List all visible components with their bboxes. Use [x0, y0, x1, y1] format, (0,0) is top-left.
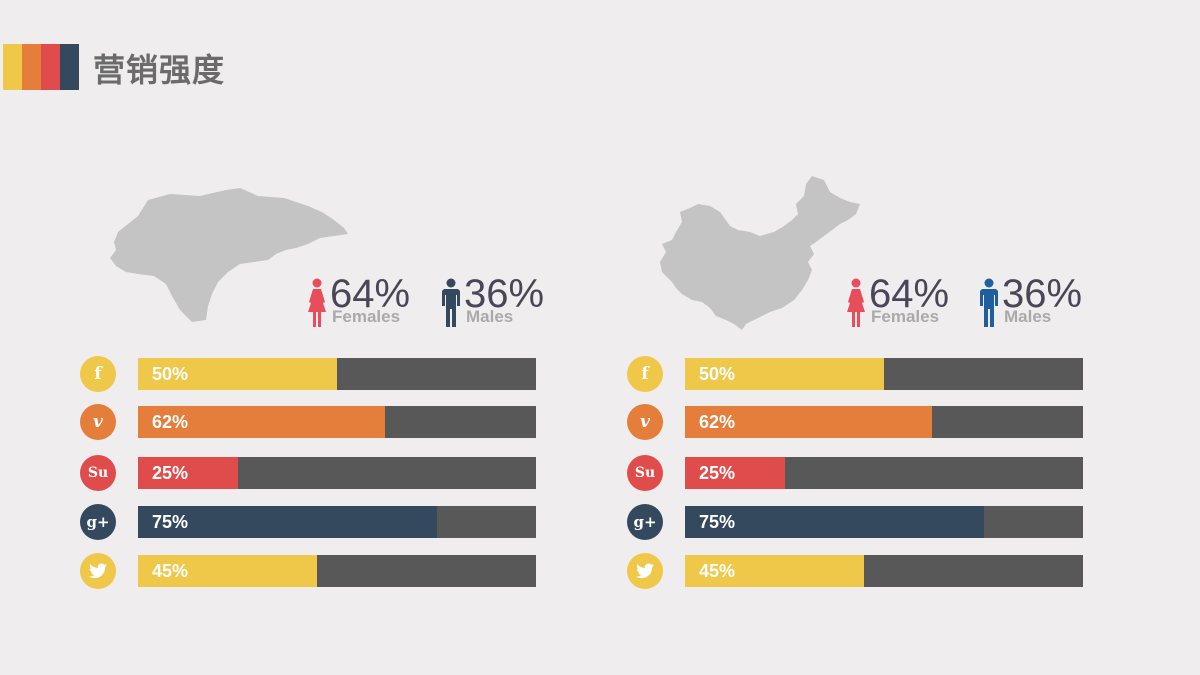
bar-track: 62% — [685, 406, 1083, 438]
females-label: Females — [871, 307, 940, 326]
bar-fill — [685, 358, 884, 390]
google-plus-icon[interactable]: g+ — [627, 504, 663, 540]
bar-track: 25% — [685, 457, 1083, 489]
strip-yellow — [3, 44, 22, 90]
china-map — [660, 176, 860, 330]
bar-row: 45% — [80, 553, 580, 589]
bar-value-label: 50% — [699, 364, 736, 384]
bar-row: g+ 75% — [627, 504, 1127, 540]
honduras-map — [110, 188, 348, 322]
bar-value-label: 62% — [152, 412, 189, 432]
panel-right: 64% Females 36% Males f 50% v 62% — [627, 176, 1083, 589]
panel-left: 64% Females 36% Males f 50% v 62% — [80, 188, 580, 589]
females-label: Females — [332, 307, 401, 326]
males-stat-left: 36% Males — [440, 274, 544, 328]
page-title: 营销强度 — [93, 51, 226, 89]
bar-fill — [138, 506, 437, 538]
bar-fill — [685, 406, 932, 438]
bar-row: v 62% — [80, 404, 580, 440]
bar-track: 45% — [685, 555, 1083, 587]
bar-track: 62% — [138, 406, 536, 438]
bar-value-label: 25% — [152, 463, 189, 483]
bar-track: 45% — [138, 555, 536, 587]
bar-value-label: 75% — [152, 512, 189, 532]
bar-fill — [685, 555, 865, 587]
bar-value-label: 25% — [699, 463, 736, 483]
bar-track: 25% — [138, 457, 536, 489]
bar-value-label: 50% — [152, 364, 189, 384]
bar-track: 75% — [685, 506, 1083, 538]
bar-row: f 50% — [80, 356, 580, 392]
bar-track: 50% — [685, 358, 1083, 390]
males-label: Males — [466, 307, 514, 326]
bar-row: Su 25% — [80, 455, 580, 491]
bar-track: 50% — [138, 358, 536, 390]
female-icon — [308, 278, 326, 327]
males-percent: 36% — [1002, 272, 1083, 316]
title-color-strip — [3, 44, 79, 90]
bar-fill — [138, 358, 337, 390]
bar-value-label: 45% — [152, 561, 189, 581]
facebook-icon[interactable]: f — [80, 356, 116, 392]
females-stat-left: 64% Females — [306, 274, 410, 328]
facebook-icon[interactable]: f — [627, 356, 663, 392]
bar-track: 75% — [138, 506, 536, 538]
strip-navy — [60, 44, 79, 90]
bar-fill — [138, 555, 318, 587]
bar-row: v 62% — [627, 404, 1127, 440]
twitter-icon[interactable] — [80, 553, 116, 589]
males-label: Males — [1004, 307, 1052, 326]
google-plus-icon[interactable]: g+ — [80, 504, 116, 540]
bar-value-label: 45% — [699, 561, 736, 581]
vimeo-icon[interactable]: v — [627, 404, 663, 440]
bar-row: f 50% — [627, 356, 1127, 392]
bar-fill — [685, 506, 984, 538]
strip-orange — [22, 44, 41, 90]
bar-fill — [685, 457, 785, 489]
female-icon — [847, 278, 865, 327]
bar-value-label: 62% — [699, 412, 736, 432]
male-icon — [980, 278, 998, 327]
stumbleupon-icon[interactable]: Su — [80, 455, 116, 491]
male-icon — [442, 278, 460, 327]
males-stat-right: 36% Males — [978, 274, 1082, 328]
females-percent: 64% — [869, 272, 950, 316]
bar-row: 45% — [627, 553, 1127, 589]
bar-row: g+ 75% — [80, 504, 580, 540]
males-percent: 36% — [464, 272, 545, 316]
vimeo-icon[interactable]: v — [80, 404, 116, 440]
bar-fill — [138, 406, 385, 438]
stumbleupon-icon[interactable]: Su — [627, 455, 663, 491]
bar-fill — [138, 457, 238, 489]
strip-red — [41, 44, 60, 90]
females-stat-right: 64% Females — [845, 274, 949, 328]
bar-row: Su 25% — [627, 455, 1127, 491]
twitter-icon[interactable] — [627, 553, 663, 589]
females-percent: 64% — [330, 272, 411, 316]
bar-value-label: 75% — [699, 512, 736, 532]
